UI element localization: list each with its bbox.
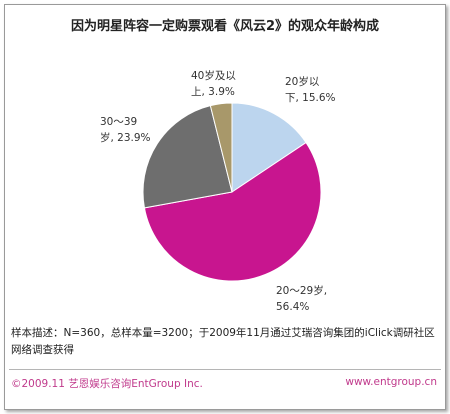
footer-website: www.entgroup.cn [345,376,437,388]
chart-title: 因为明星阵容一定购票观看《风云2》的观众年龄构成 [70,19,380,34]
pie-slice-label: 20～29岁, 56.4% [276,284,327,313]
pie-slice-label: 40岁及以上, 3.9% [191,69,236,98]
pie-slice [142,105,233,209]
pie-slice-label: 30～39 岁, 23.9% [100,116,151,144]
pie-slice [209,102,233,193]
pie-slice [143,141,322,282]
pie-slice [231,102,307,193]
pie-chart: 20岁以下, 15.6% 20～29岁, 56.4% 30～39 岁, 23.9% 40岁… [100,69,336,313]
pie-slice-label: 20岁以下, 15.6% [285,75,336,104]
chart-frame: 因为明星阵容一定购票观看《风云2》的观众年龄构成 20岁以下, 15.6% 20～… [4,4,446,410]
footer-copyright: ©2009.11 艺恩娱乐咨询EntGroup Inc. [11,378,203,390]
footer-divider [9,369,441,370]
sample-note: 样本描述：N=360，总样本量=3200；于2009年11月通过艾瑞咨询集团的i… [11,327,435,356]
